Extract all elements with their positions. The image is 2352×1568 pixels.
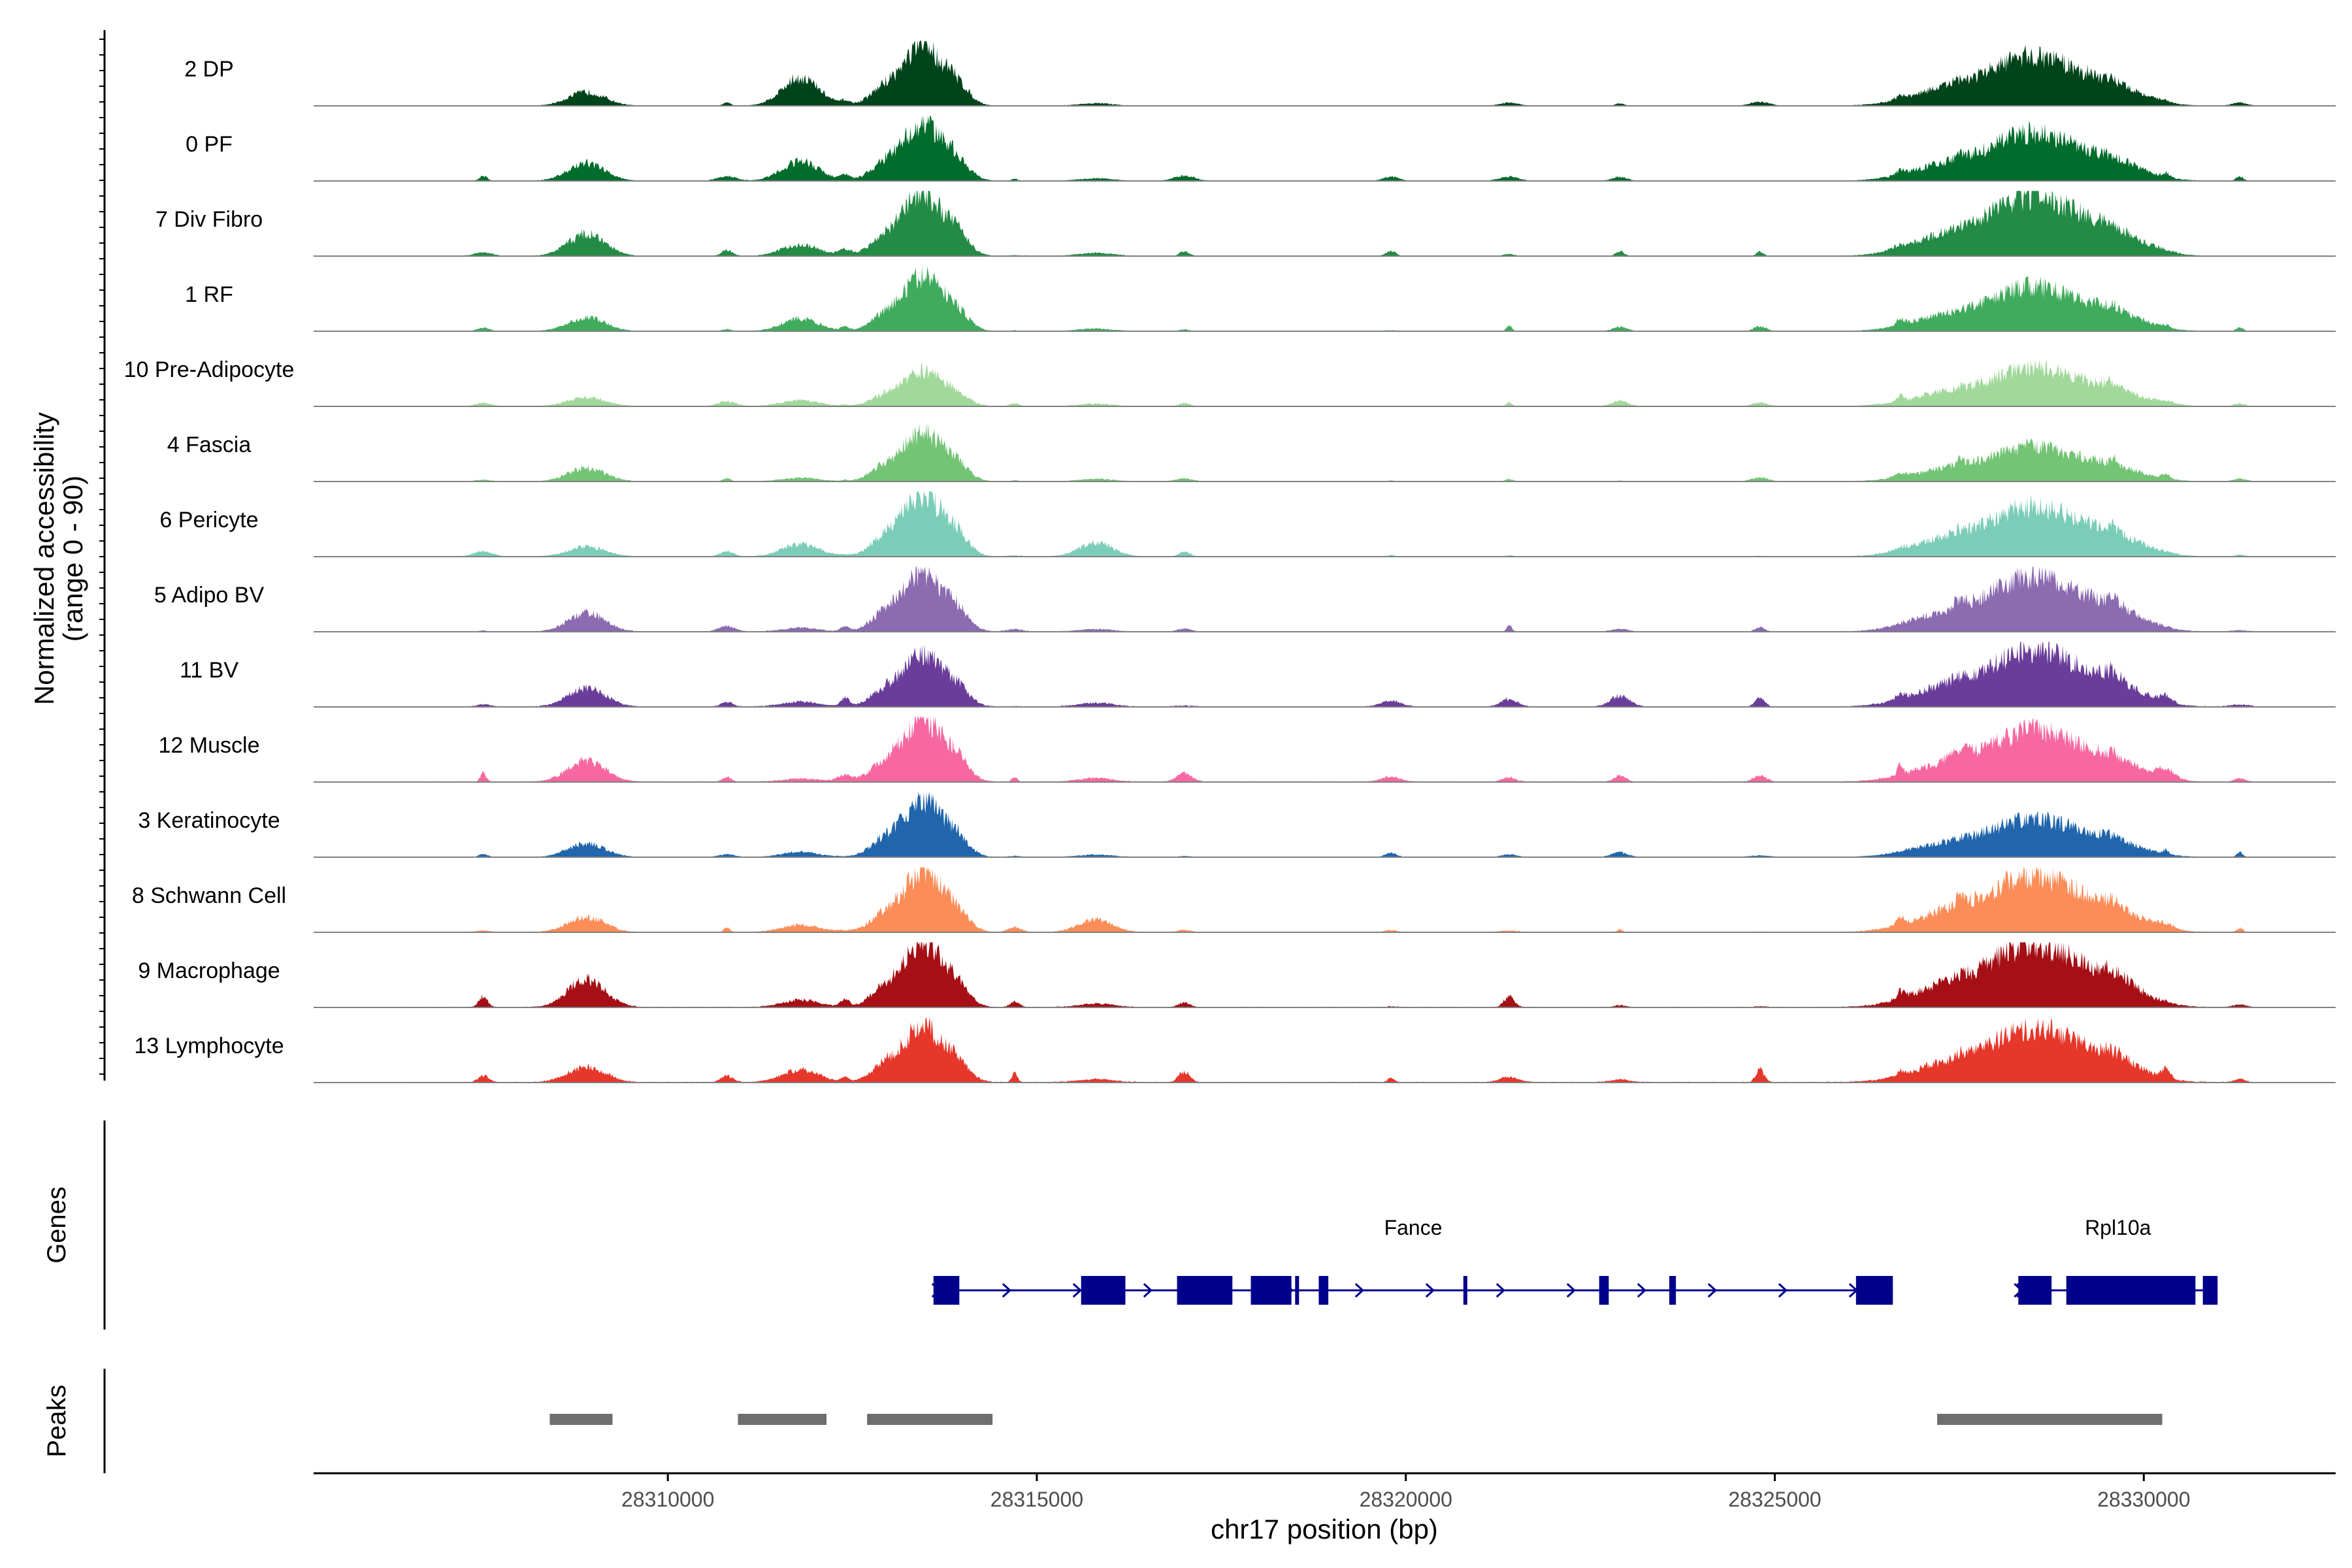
peak-region	[549, 1414, 613, 1425]
coverage-area	[402, 116, 2255, 181]
x-tick-label: 28320000	[1360, 1488, 1452, 1511]
gene-exon	[1318, 1276, 1329, 1305]
gene-exon	[1599, 1276, 1609, 1305]
gene-rpl10a: Rpl10a	[2014, 1216, 2218, 1305]
coverage-area	[402, 191, 2255, 256]
track-4-fascia: 4 Fascia	[167, 423, 2336, 482]
track-label: 2 DP	[184, 57, 234, 82]
track-0-pf: 0 PF	[186, 116, 2336, 182]
strand-arrow	[1002, 1282, 1012, 1298]
track-12-muscle: 12 Muscle	[159, 717, 2336, 783]
coverage-y-ticks	[99, 39, 105, 1075]
coverage-area	[402, 359, 2255, 406]
strand-arrow	[1637, 1282, 1647, 1298]
strand-arrow	[1072, 1282, 1083, 1298]
track-7-div-fibro: 7 Div Fibro	[155, 191, 2336, 257]
peak-regions	[549, 1414, 2163, 1425]
track-label: 6 Pericyte	[159, 508, 258, 532]
coverage-area	[402, 642, 2255, 707]
gene-exon	[1463, 1276, 1467, 1305]
track-label: 1 RF	[185, 282, 233, 307]
track-9-macrophage: 9 Macrophage	[138, 942, 2336, 1008]
coverage-area	[402, 717, 2255, 782]
coverage-area	[402, 41, 2255, 106]
x-axis-ticks: 28310000 28315000 28320000 28325000 28330000	[621, 1473, 2191, 1511]
strand-arrow	[1495, 1282, 1506, 1298]
gene-exon	[1250, 1276, 1292, 1305]
coverage-area	[402, 867, 2255, 932]
peak-region	[867, 1414, 993, 1425]
gene-exon	[933, 1276, 960, 1305]
genes-panel-title: Genes	[42, 1186, 71, 1264]
x-axis-title: chr17 position (bp)	[1211, 1514, 1438, 1544]
track-label: 7 Div Fibro	[155, 207, 263, 232]
gene-fance: Fance	[931, 1216, 1893, 1305]
peak-region	[1937, 1414, 2163, 1425]
track-3-keratinocyte: 3 Keratinocyte	[138, 792, 2336, 858]
coverage-area	[402, 423, 2255, 482]
coverage-area	[402, 792, 2255, 857]
strand-arrow	[1707, 1282, 1718, 1298]
gene-exon	[2018, 1276, 2052, 1305]
x-tick-label: 28325000	[1728, 1488, 1821, 1511]
track-label: 3 Keratinocyte	[138, 808, 280, 833]
gene-label: Rpl10a	[2085, 1216, 2151, 1239]
track-label: 5 Adipo BV	[154, 583, 265, 608]
gene-exon	[2202, 1276, 2218, 1305]
track-2-dp: 2 DP	[184, 41, 2336, 106]
gene-exon	[1855, 1276, 1893, 1305]
coverage-area	[402, 491, 2255, 557]
coverage-area	[402, 1017, 2255, 1083]
strand-arrow	[1778, 1282, 1788, 1298]
gene-exon	[1177, 1276, 1233, 1305]
track-10-pre-adipocyte: 10 Pre-Adipocyte	[124, 357, 2336, 407]
strand-arrow	[1354, 1282, 1365, 1298]
gene-exon	[1295, 1276, 1299, 1305]
track-8-schwann-cell: 8 Schwann Cell	[132, 867, 2336, 933]
track-label: 13 Lymphocyte	[134, 1034, 284, 1058]
track-label: 8 Schwann Cell	[132, 883, 286, 908]
y-axis-range: (range 0 - 90)	[57, 476, 88, 642]
gene-exon	[2066, 1276, 2196, 1305]
track-6-pericyte: 6 Pericyte	[159, 491, 2336, 557]
x-tick-label: 28310000	[621, 1488, 714, 1511]
x-tick-label: 28315000	[990, 1488, 1083, 1511]
track-11-bv: 11 BV	[180, 642, 2336, 708]
gene-models: Fance Rpl10a	[931, 1216, 2218, 1305]
gene-exon	[1081, 1276, 1126, 1305]
peak-region	[738, 1414, 827, 1425]
track-13-lymphocyte: 13 Lymphocyte	[134, 1017, 2336, 1083]
coverage-area	[402, 266, 2255, 331]
track-label: 10 Pre-Adipocyte	[124, 357, 295, 382]
peaks-panel-title: Peaks	[42, 1384, 71, 1457]
track-1-rf: 1 RF	[185, 266, 2336, 332]
track-5-adipo-bv: 5 Adipo BV	[154, 566, 2336, 632]
track-label: 12 Muscle	[159, 733, 260, 758]
strand-arrow	[1425, 1282, 1435, 1298]
strand-arrow	[1143, 1282, 1153, 1298]
x-tick-label: 28330000	[2097, 1488, 2190, 1511]
coverage-tracks: 2 DP 0 PF 7 Div Fibro 1 RF 10 Pre-Adipocyte 4…	[124, 41, 2336, 1083]
gene-label: Fance	[1384, 1216, 1443, 1239]
strand-arrow	[1566, 1282, 1576, 1298]
coverage-area	[402, 942, 2255, 1007]
track-label: 4 Fascia	[167, 433, 252, 457]
coverage-area	[402, 566, 2255, 632]
track-label: 9 Macrophage	[138, 958, 280, 983]
gene-exon	[1669, 1276, 1676, 1305]
track-label: 0 PF	[186, 132, 233, 157]
track-label: 11 BV	[180, 658, 238, 683]
y-axis-title: Normalized accessibility	[29, 412, 59, 705]
